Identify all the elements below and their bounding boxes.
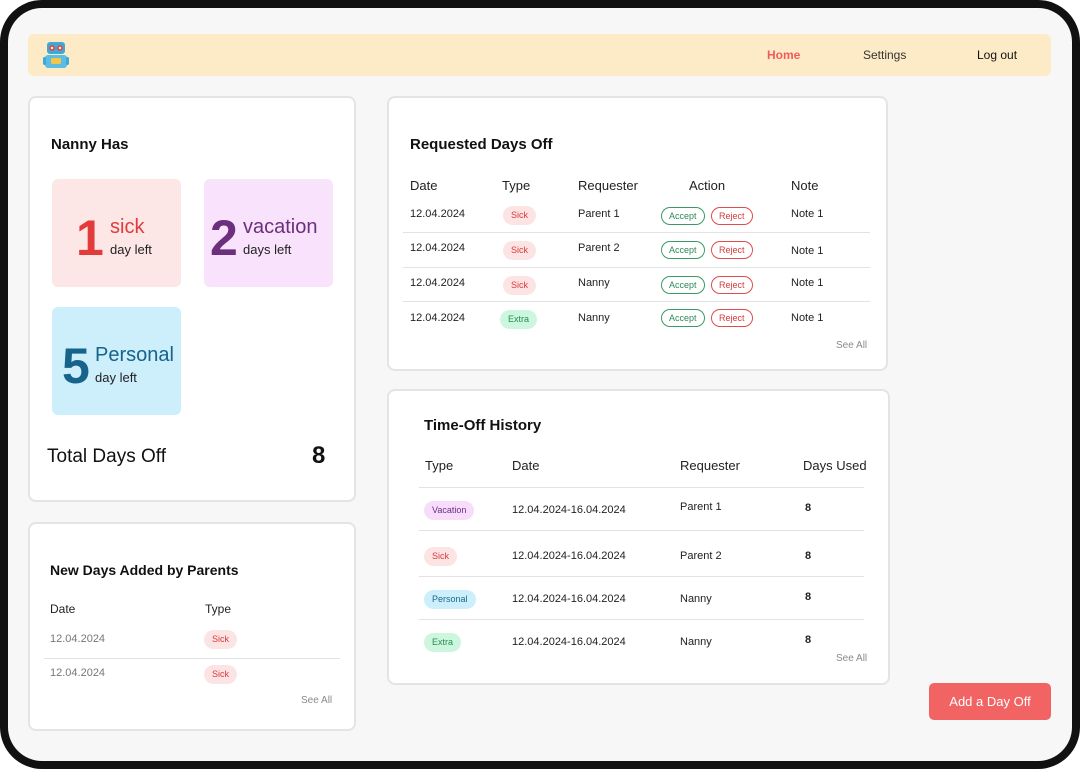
accept-button[interactable]: Accept (661, 276, 705, 294)
vacation-days-count: 2 (210, 210, 238, 266)
history-header-days-used: Days Used (803, 458, 867, 473)
requested-header-requester: Requester (578, 178, 638, 193)
history-row-2-date: 12.04.2024-16.04.2024 (512, 550, 626, 562)
row-divider (419, 487, 864, 488)
requested-row-1-date: 12.04.2024 (410, 208, 466, 220)
history-row-3-requester: Nanny (680, 593, 712, 605)
requested-row-2-requester: Parent 2 (578, 242, 620, 254)
nanny-has-card: Nanny Has 1 sick day left 2 vacation day… (28, 96, 356, 502)
requested-row-1-type-badge: Sick (503, 206, 537, 225)
personal-days-label: Personal (95, 344, 174, 366)
new-days-row-2-date: 12.04.2024 (50, 667, 106, 679)
requested-row-4-note: Note 1 (791, 312, 824, 324)
requested-row-2-date: 12.04.2024 (410, 242, 466, 254)
new-days-row-1-date: 12.04.2024 (50, 633, 106, 645)
history-row-3-days-used: 8 (805, 591, 812, 603)
requested-row-2-note: Note 1 (791, 245, 824, 257)
row-divider (403, 232, 870, 233)
row-divider (44, 658, 340, 659)
requested-see-all-link[interactable]: See All (836, 340, 868, 351)
add-day-off-button[interactable]: Add a Day Off (929, 683, 1051, 720)
history-row-2-requester: Parent 2 (680, 550, 722, 562)
row-divider (419, 530, 864, 531)
requested-row-3-date: 12.04.2024 (410, 277, 466, 289)
top-navbar: Home Settings Log out (28, 34, 1051, 76)
accept-button[interactable]: Accept (661, 241, 705, 259)
history-row-1-days-used: 8 (805, 502, 812, 514)
new-days-see-all-link[interactable]: See All (301, 695, 333, 706)
reject-button[interactable]: Reject (711, 309, 753, 327)
new-days-row-1-type-badge: Sick (204, 630, 238, 649)
history-row-3-date: 12.04.2024-16.04.2024 (512, 593, 626, 605)
history-row-4-days-used: 8 (805, 634, 812, 646)
history-row-4-type-badge: Extra (424, 633, 462, 652)
history-row-4-date: 12.04.2024-16.04.2024 (512, 636, 626, 648)
sick-days-count: 1 (76, 210, 104, 266)
requested-row-4-requester: Nanny (578, 312, 610, 324)
requested-header-date: Date (410, 178, 438, 193)
requested-header-action: Action (689, 178, 726, 193)
history-see-all-link[interactable]: See All (836, 653, 868, 664)
requested-row-3-note: Note 1 (791, 277, 824, 289)
vacation-days-tile: 2 vacation days left (204, 179, 333, 287)
reject-button[interactable]: Reject (711, 207, 753, 225)
history-header-requester: Requester (680, 458, 740, 473)
vacation-days-sub: days left (243, 242, 292, 257)
requested-row-4-date: 12.04.2024 (410, 312, 466, 324)
personal-days-count: 5 (62, 338, 90, 394)
nav-home-link[interactable]: Home (767, 48, 801, 62)
accept-button[interactable]: Accept (661, 309, 705, 327)
nanny-has-title: Nanny Has (51, 136, 129, 153)
requested-header-type: Type (502, 178, 531, 193)
total-days-off-label: Total Days Off (47, 446, 166, 467)
history-header-type: Type (425, 458, 454, 473)
new-days-header-date: Date (50, 602, 76, 616)
new-days-header-type: Type (205, 602, 232, 616)
history-row-4-requester: Nanny (680, 636, 712, 648)
row-divider (403, 301, 870, 302)
history-row-1-type-badge: Vacation (424, 501, 475, 520)
row-divider (419, 576, 864, 577)
personal-days-sub: day left (95, 370, 137, 385)
vacation-days-label: vacation (243, 216, 318, 238)
history-title: Time-Off History (424, 417, 542, 434)
requested-row-1-note: Note 1 (791, 208, 824, 220)
reject-button[interactable]: Reject (711, 241, 753, 259)
reject-button[interactable]: Reject (711, 276, 753, 294)
history-row-2-days-used: 8 (805, 550, 812, 562)
sick-days-sub: day left (110, 242, 152, 257)
history-row-2-type-badge: Sick (424, 547, 458, 566)
row-divider (403, 267, 870, 268)
requested-row-4-type-badge: Extra (500, 310, 538, 329)
sick-days-tile: 1 sick day left (52, 179, 181, 287)
requested-row-2-type-badge: Sick (503, 241, 537, 260)
new-days-title: New Days Added by Parents (50, 562, 239, 578)
requested-days-title: Requested Days Off (410, 136, 553, 153)
requested-row-1-requester: Parent 1 (578, 208, 620, 220)
new-days-row-2-type-badge: Sick (204, 665, 238, 684)
row-divider (419, 619, 864, 620)
nav-settings-link[interactable]: Settings (863, 48, 907, 62)
sick-days-label: sick (110, 216, 145, 238)
requested-row-3-requester: Nanny (578, 277, 610, 289)
app-screen: Home Settings Log out Nanny Has 1 sick d… (8, 8, 1072, 761)
accept-button[interactable]: Accept (661, 207, 705, 225)
history-row-1-date: 12.04.2024-16.04.2024 (512, 504, 626, 516)
total-days-off-value: 8 (312, 442, 326, 469)
requested-days-card: Requested Days Off Date Type Requester A… (387, 96, 888, 371)
robot-mascot-icon[interactable] (42, 40, 70, 70)
history-header-date: Date (512, 458, 540, 473)
personal-days-tile: 5 Personal day left (52, 307, 181, 415)
time-off-history-card: Time-Off History Type Date Requester Day… (387, 389, 890, 685)
history-row-1-requester: Parent 1 (680, 501, 722, 513)
requested-row-3-type-badge: Sick (503, 276, 537, 295)
new-days-card: New Days Added by Parents Date Type 12.0… (28, 522, 356, 731)
requested-header-note: Note (791, 178, 819, 193)
history-row-3-type-badge: Personal (424, 590, 476, 609)
nav-logout-link[interactable]: Log out (977, 48, 1018, 62)
